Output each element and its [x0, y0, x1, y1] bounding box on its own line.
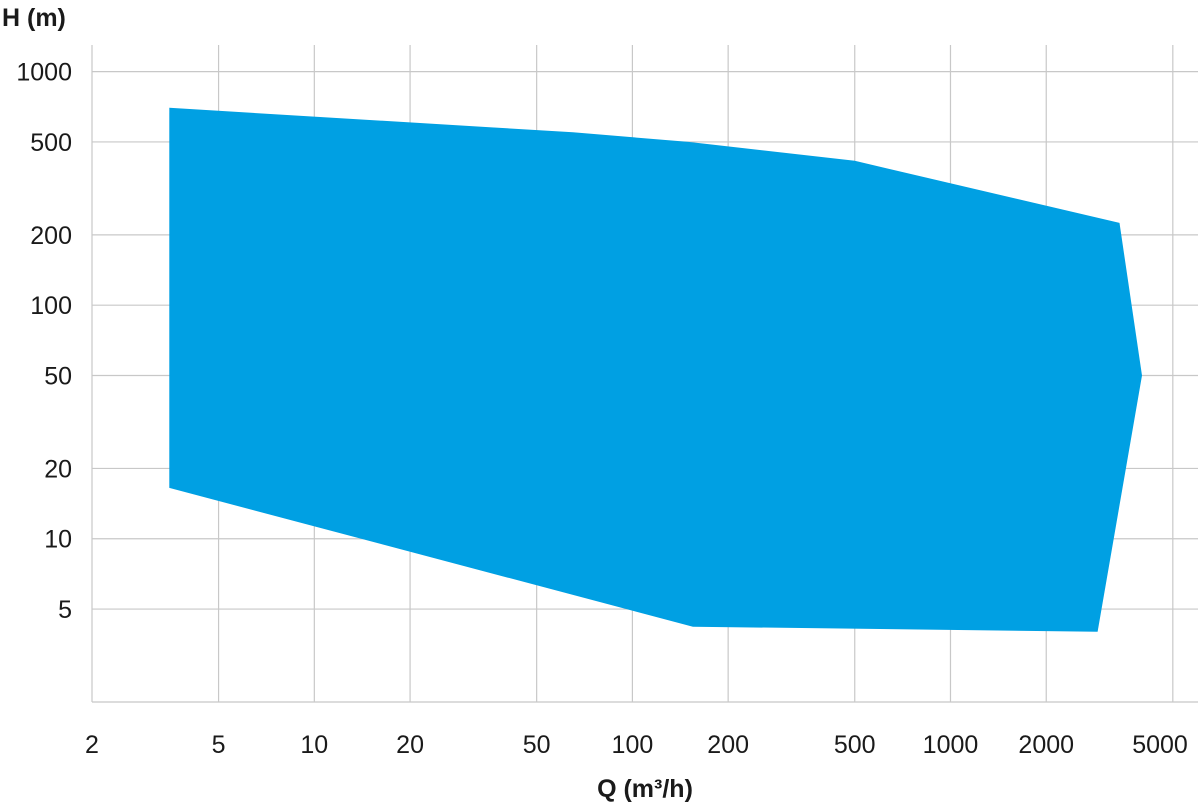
x-tick-label: 2	[85, 731, 99, 759]
y-tick-label: 100	[30, 292, 72, 320]
x-axis-title: Q (m³/h)	[597, 775, 693, 803]
x-tick-label: 100	[612, 731, 654, 759]
y-tick-label: 50	[44, 362, 72, 390]
y-tick-label: 500	[30, 129, 72, 157]
y-tick-label: 1000	[16, 59, 72, 87]
x-tick-label: 500	[834, 731, 876, 759]
x-tick-label: 1000	[923, 731, 979, 759]
y-tick-label: 20	[44, 455, 72, 483]
y-tick-label: 5	[58, 596, 72, 624]
plot-area	[169, 107, 1143, 632]
x-tick-label: 50	[523, 731, 551, 759]
x-tick-label: 5	[212, 731, 226, 759]
y-axis-title: H (m)	[2, 4, 66, 32]
operating-range-area	[169, 107, 1143, 632]
y-tick-label: 10	[44, 526, 72, 554]
x-tick-label: 20	[396, 731, 424, 759]
x-tick-label: 200	[707, 731, 749, 759]
x-axis-ticks: 2 5 10 20 50 100 200 500 1000 2000 5000	[85, 731, 1188, 759]
y-tick-label: 200	[30, 222, 72, 250]
x-tick-label: 10	[300, 731, 328, 759]
x-tick-label: 2000	[1018, 731, 1074, 759]
y-axis-ticks: 5 10 20 50 100 200 500 1000	[16, 59, 72, 624]
x-tick-label: 5000	[1132, 731, 1188, 759]
